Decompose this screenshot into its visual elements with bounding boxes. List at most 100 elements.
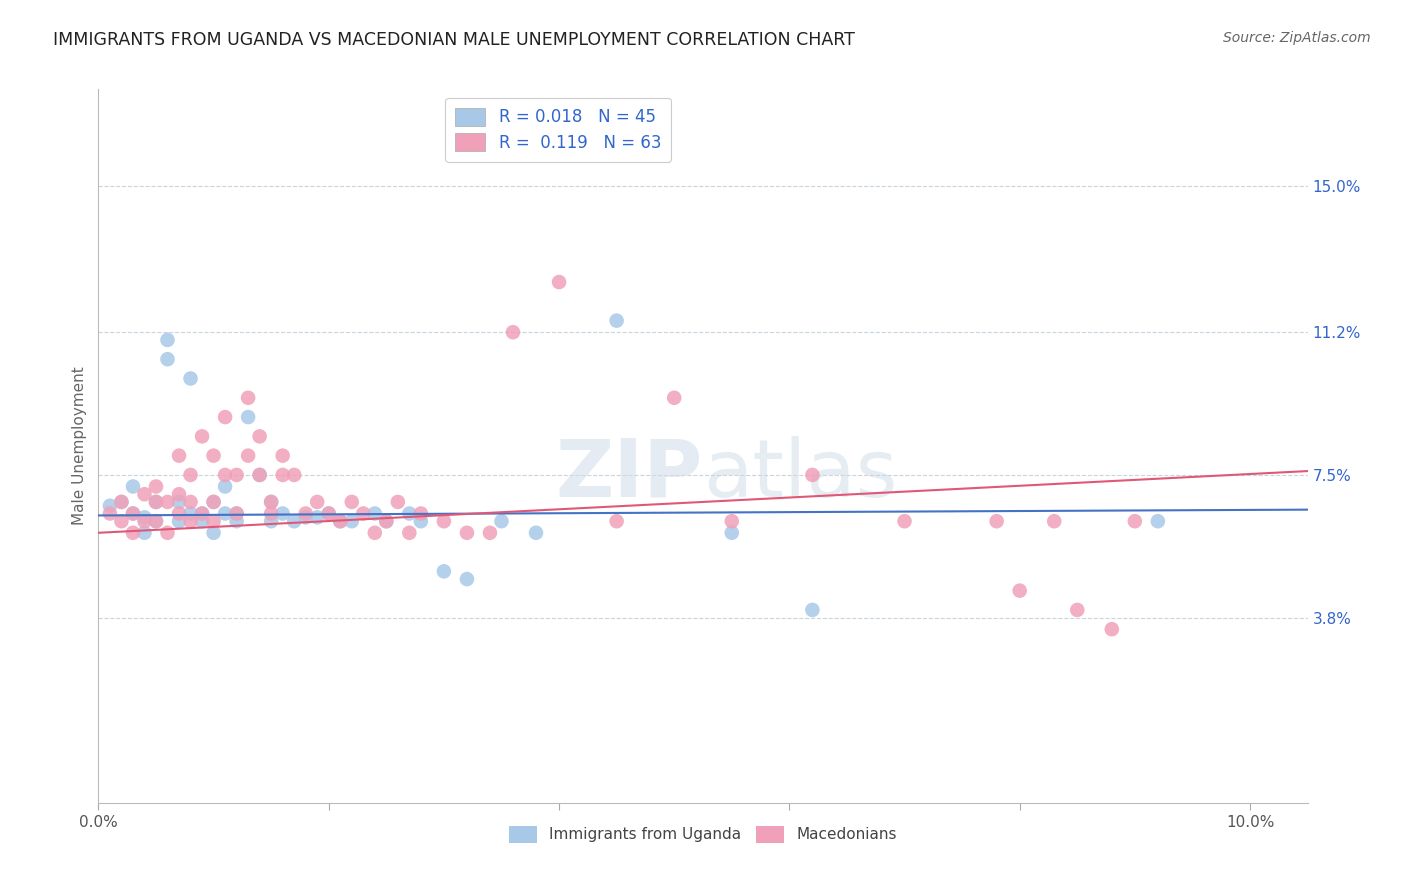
Point [225, 467, 247, 482]
Point [167, 495, 190, 509]
Point [1066, 603, 1088, 617]
Point [156, 525, 179, 540]
Point [409, 507, 432, 521]
Point [122, 525, 145, 540]
Point [167, 514, 190, 528]
Point [236, 449, 259, 463]
Point [156, 333, 179, 347]
Point [167, 449, 190, 463]
Point [156, 495, 179, 509]
Text: atlas: atlas [703, 435, 897, 514]
Point [167, 487, 190, 501]
Point [260, 507, 283, 521]
Point [134, 514, 156, 528]
Text: IMMIGRANTS FROM UGANDA VS MACEDONIAN MALE UNEMPLOYMENT CORRELATION CHART: IMMIGRANTS FROM UGANDA VS MACEDONIAN MAL… [53, 31, 855, 49]
Point [548, 275, 571, 289]
Point [456, 525, 478, 540]
Point [364, 507, 387, 521]
Point [202, 495, 225, 509]
Y-axis label: Male Unemployment: Male Unemployment [72, 367, 87, 525]
Point [145, 514, 167, 528]
Point [202, 525, 225, 540]
Point [433, 565, 456, 579]
Point [225, 507, 247, 521]
Point [283, 467, 305, 482]
Point [375, 514, 398, 528]
Point [893, 514, 915, 528]
Point [180, 514, 202, 528]
Point [214, 507, 236, 521]
Point [986, 514, 1008, 528]
Point [180, 507, 202, 521]
Point [260, 495, 283, 509]
Point [606, 514, 628, 528]
Point [524, 525, 547, 540]
Point [260, 495, 283, 509]
Point [214, 467, 236, 482]
Point [283, 514, 305, 528]
Point [249, 467, 271, 482]
Point [122, 507, 145, 521]
Point [433, 514, 456, 528]
Point [340, 495, 363, 509]
Point [294, 510, 316, 524]
Point [307, 495, 329, 509]
Point [1101, 622, 1123, 636]
Point [271, 449, 294, 463]
Point [180, 495, 202, 509]
Point [167, 507, 190, 521]
Point [110, 495, 132, 509]
Point [134, 510, 156, 524]
Point [214, 410, 236, 425]
Point [364, 525, 387, 540]
Point [398, 507, 420, 521]
Point [329, 514, 352, 528]
Point [307, 510, 329, 524]
Point [502, 325, 524, 339]
Point [456, 572, 478, 586]
Point [191, 514, 214, 528]
Point [236, 410, 259, 425]
Point [191, 507, 214, 521]
Point [145, 479, 167, 493]
Point [214, 479, 236, 493]
Point [491, 514, 513, 528]
Point [202, 495, 225, 509]
Point [318, 507, 340, 521]
Point [720, 525, 742, 540]
Point [271, 467, 294, 482]
Point [478, 525, 501, 540]
Point [122, 479, 145, 493]
Point [329, 514, 352, 528]
Point [260, 514, 283, 528]
Point [1147, 514, 1170, 528]
Text: Source: ZipAtlas.com: Source: ZipAtlas.com [1223, 31, 1371, 45]
Point [375, 514, 398, 528]
Point [664, 391, 686, 405]
Point [134, 487, 156, 501]
Point [145, 514, 167, 528]
Point [202, 449, 225, 463]
Point [801, 603, 824, 617]
Point [271, 507, 294, 521]
Point [387, 495, 409, 509]
Point [180, 467, 202, 482]
Point [801, 467, 824, 482]
Point [225, 507, 247, 521]
Point [1043, 514, 1066, 528]
Point [1123, 514, 1146, 528]
Point [236, 391, 259, 405]
Point [180, 371, 202, 385]
Point [145, 495, 167, 509]
Point [110, 514, 132, 528]
Point [145, 495, 167, 509]
Point [191, 507, 214, 521]
Point [134, 525, 156, 540]
Point [225, 514, 247, 528]
Point [720, 514, 742, 528]
Legend: Immigrants from Uganda, Macedonians: Immigrants from Uganda, Macedonians [503, 820, 903, 848]
Point [340, 514, 363, 528]
Point [98, 507, 121, 521]
Point [156, 352, 179, 367]
Text: ZIP: ZIP [555, 435, 703, 514]
